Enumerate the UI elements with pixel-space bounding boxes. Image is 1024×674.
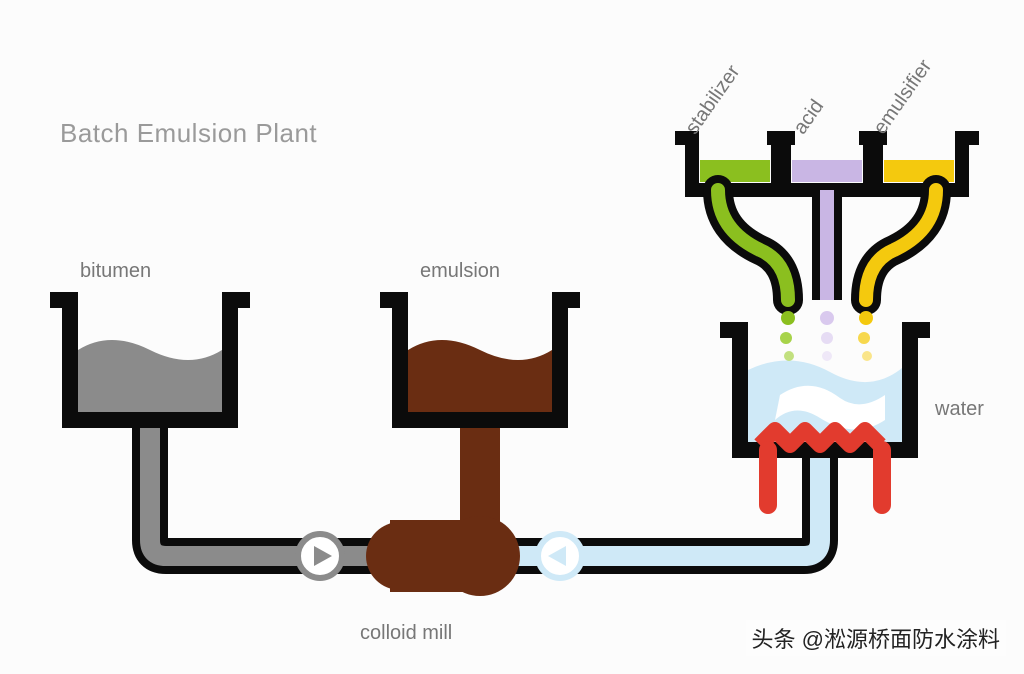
watermark: 头条 @淞源桥面防水涂料 [746,620,1006,656]
bitumen-pipe [150,420,400,556]
emulsion-label: emulsion [420,260,500,283]
emulsion-tank [388,300,572,428]
colloid-mill-label: colloid mill [360,622,452,645]
diagram-title: Batch Emulsion Plant [60,118,317,149]
water-label: water [935,398,984,421]
diagram-svg [0,0,1024,674]
acid-funnel [774,138,880,361]
pump-left [298,534,342,578]
pump-right [538,534,582,578]
bitumen-label: bitumen [80,260,151,283]
diagram-canvas: Batch Emulsion Plant bitumen emulsion wa… [0,0,1024,674]
colloid-mill [366,516,520,596]
bitumen-tank [58,300,242,428]
